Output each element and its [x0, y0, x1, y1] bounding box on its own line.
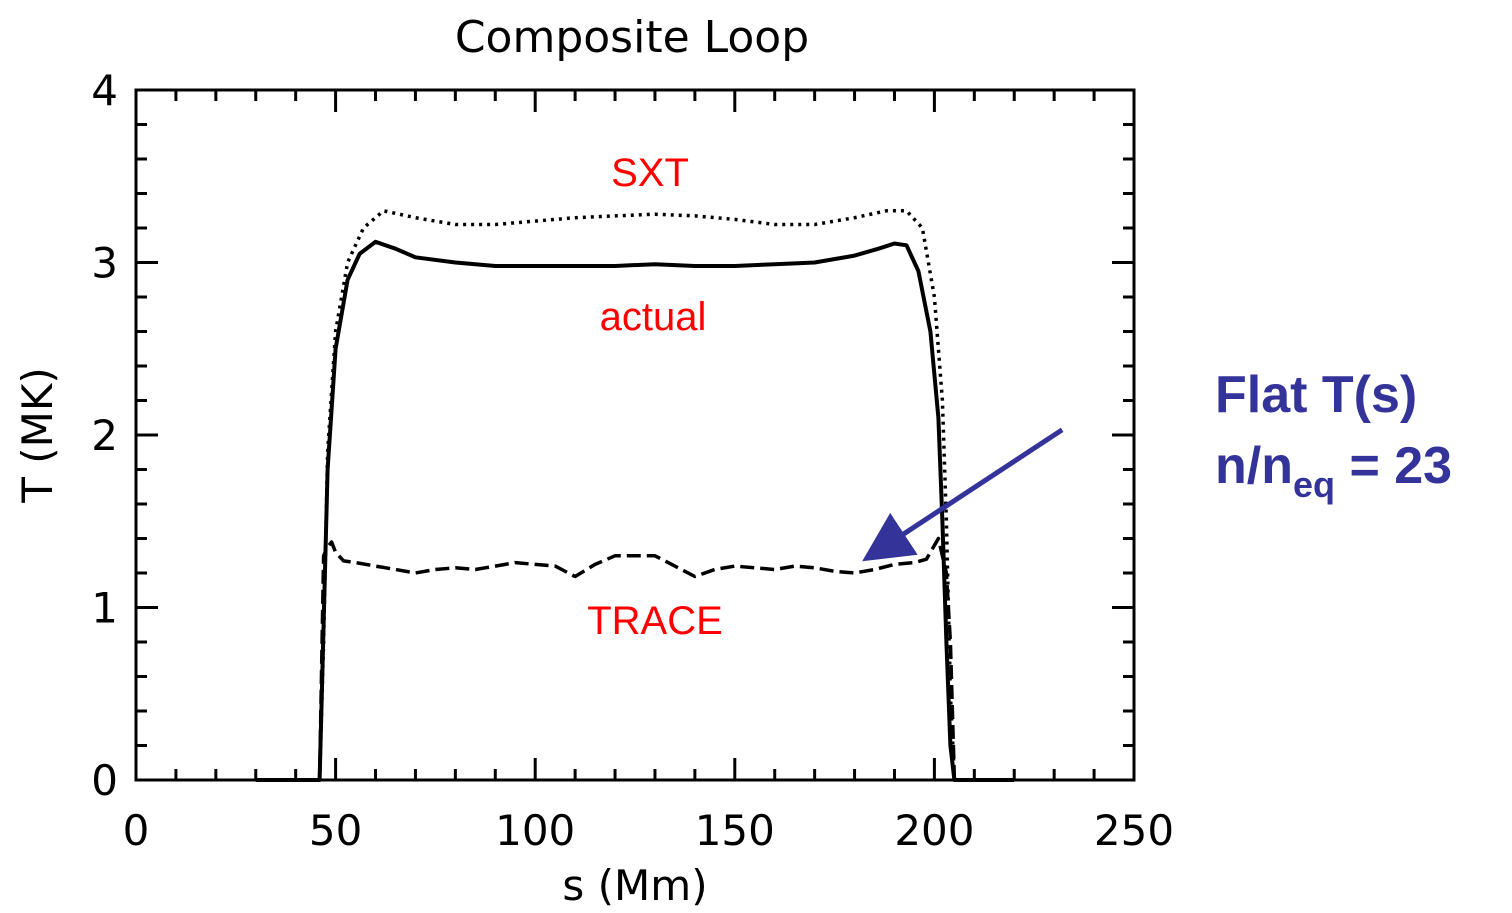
series-sxt-line — [255, 209, 1015, 782]
x-tick-label: 50 — [309, 806, 362, 855]
x-tick-label: 250 — [1094, 806, 1174, 855]
y-tick-label: 4 — [91, 66, 118, 115]
x-tick-label: 100 — [495, 806, 575, 855]
trace-label: TRACE — [587, 599, 723, 643]
series-trace-line — [255, 536, 1015, 782]
y-tick-label: 2 — [91, 411, 118, 460]
y-axis-label: T (MK) — [13, 367, 62, 504]
x-tick-label: 0 — [123, 806, 150, 855]
note-arrow — [862, 427, 1064, 562]
y-tick-label: 0 — [91, 756, 118, 805]
series-actual-line — [255, 239, 1015, 782]
note-subscript: eq — [1293, 464, 1335, 505]
x-tick-label: 200 — [894, 806, 974, 855]
sxt-label: SXT — [611, 151, 689, 195]
x-tick-label: 150 — [695, 806, 775, 855]
actual-label: actual — [600, 295, 707, 339]
note-line1: Flat T(s) — [1215, 366, 1417, 424]
y-tick-label: 3 — [91, 239, 118, 288]
note-value: = 23 — [1335, 437, 1452, 495]
series-layer — [255, 209, 1015, 782]
axis-ticks — [134, 88, 1136, 782]
axis-tick-labels: 0 50 100 150 200 250 0 1 2 3 4 — [91, 66, 1174, 855]
x-axis-label: s (Mm) — [562, 861, 707, 910]
chart-title: Composite Loop — [455, 12, 809, 63]
y-tick-label: 1 — [91, 584, 118, 633]
note-line2: n/neq = 23 — [1215, 437, 1452, 505]
note-ratio: n/n — [1215, 437, 1293, 495]
